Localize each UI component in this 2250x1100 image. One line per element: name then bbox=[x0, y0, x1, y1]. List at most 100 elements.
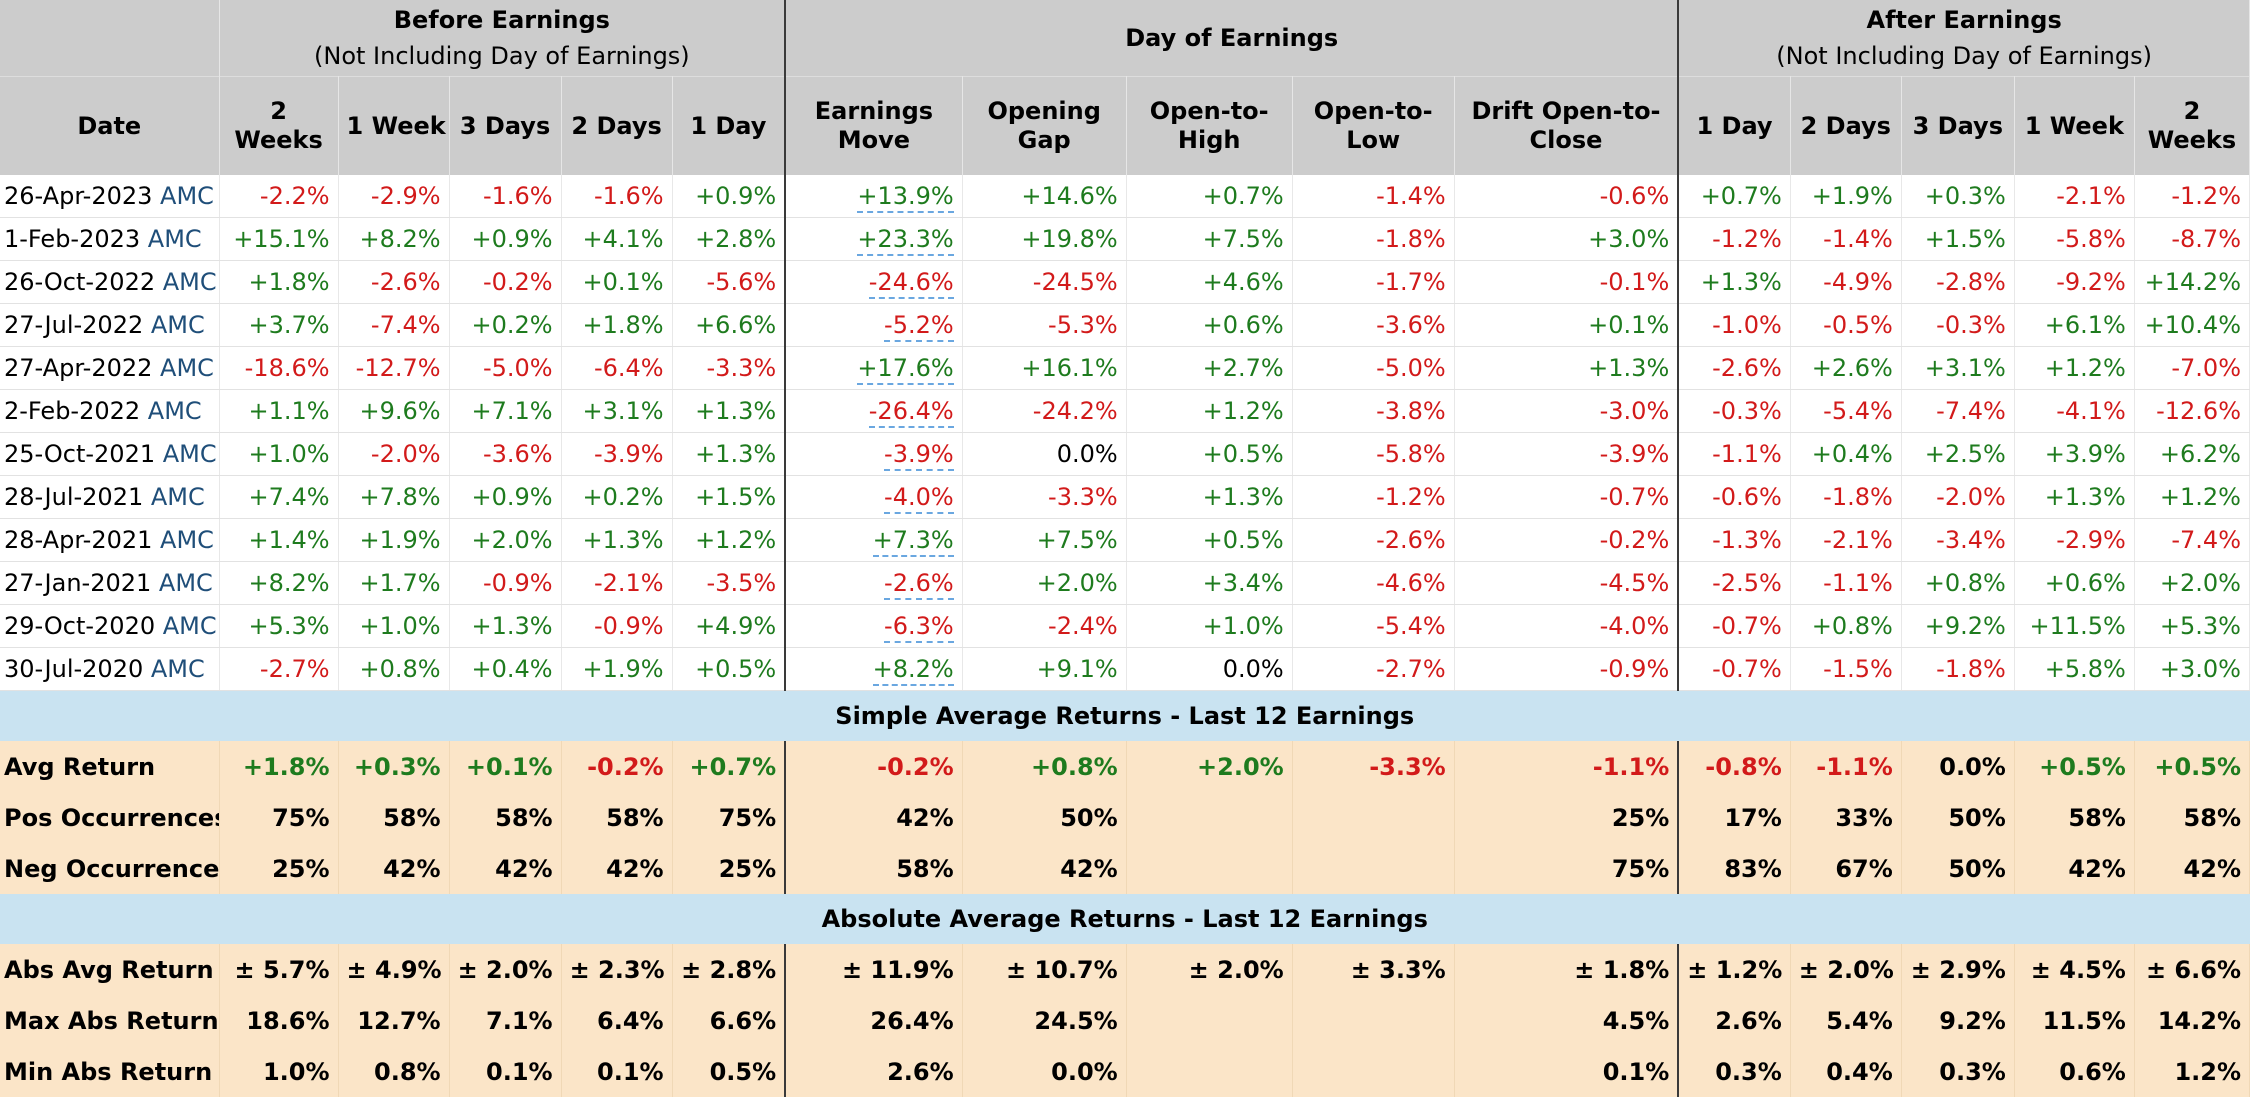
earnings-move-link[interactable]: +23.3% bbox=[857, 225, 954, 256]
return-cell: +0.4% bbox=[1790, 432, 1902, 476]
return-cell: -2.4% bbox=[962, 604, 1127, 648]
return-cell[interactable]: -24.6% bbox=[785, 260, 963, 304]
table-row: 25-Oct-2021 AMC +1.0% -2.0% -3.6% -3.9% +1.3%… bbox=[0, 432, 2250, 476]
summary-cell: 50% bbox=[962, 792, 1127, 843]
return-cell: +1.3% bbox=[1454, 346, 1680, 390]
column-header-after-2-weeks: 2 Weeks bbox=[2134, 76, 2250, 175]
earnings-move-link[interactable]: -26.4% bbox=[868, 397, 954, 428]
summary-cell: ± 6.6% bbox=[2134, 944, 2250, 995]
return-cell: +4.1% bbox=[561, 217, 673, 261]
return-cell: +8.2% bbox=[219, 561, 339, 605]
return-cell: -0.7% bbox=[1678, 647, 1791, 691]
earnings-move-link[interactable]: -24.6% bbox=[868, 268, 954, 299]
return-cell: -3.4% bbox=[1901, 518, 2015, 562]
return-cell: -8.7% bbox=[2134, 217, 2250, 261]
return-cell: -2.5% bbox=[1678, 561, 1791, 605]
timing-tag: AMC bbox=[155, 612, 217, 640]
earnings-move-link[interactable]: +13.9% bbox=[857, 182, 954, 213]
earnings-move-link[interactable]: -3.9% bbox=[884, 440, 954, 471]
return-cell: +2.8% bbox=[672, 217, 787, 261]
return-cell: +0.7% bbox=[1678, 175, 1791, 218]
return-cell: +1.0% bbox=[338, 604, 450, 648]
table-row: 1-Feb-2023 AMC +15.1% +8.2% +0.9% +4.1% +2.8%… bbox=[0, 217, 2250, 261]
date-cell: 28-Jul-2021 AMC bbox=[0, 475, 220, 519]
return-cell: +1.7% bbox=[338, 561, 450, 605]
summary-cell: +0.5% bbox=[2134, 741, 2250, 792]
return-cell: +1.1% bbox=[219, 389, 339, 433]
return-cell: +9.2% bbox=[1901, 604, 2015, 648]
return-cell: -2.1% bbox=[1790, 518, 1902, 562]
earnings-date: 1-Feb-2023 bbox=[4, 225, 141, 253]
return-cell: +1.2% bbox=[1126, 389, 1293, 433]
return-cell: -1.2% bbox=[2134, 175, 2250, 218]
group-header-day-of-earnings: Day of Earnings bbox=[785, 0, 1680, 77]
return-cell: +0.8% bbox=[1790, 604, 1902, 648]
return-cell: +0.9% bbox=[449, 217, 562, 261]
return-cell: -0.2% bbox=[449, 260, 562, 304]
return-cell: +3.4% bbox=[1126, 561, 1293, 605]
summary-row: Avg Return +1.8% +0.3% +0.1% -0.2% +0.7% -0.2%… bbox=[0, 741, 2250, 792]
return-cell[interactable]: +23.3% bbox=[785, 217, 963, 261]
earnings-date: 27-Apr-2022 bbox=[4, 354, 153, 382]
summary-cell bbox=[1126, 995, 1293, 1046]
return-cell: +0.1% bbox=[1454, 303, 1680, 347]
earnings-move-link[interactable]: +17.6% bbox=[857, 354, 954, 385]
return-cell[interactable]: +7.3% bbox=[785, 518, 963, 562]
return-cell: -0.7% bbox=[1454, 475, 1680, 519]
return-cell: -4.6% bbox=[1292, 561, 1455, 605]
return-cell: +14.6% bbox=[962, 175, 1127, 218]
return-cell[interactable]: -5.2% bbox=[785, 303, 963, 347]
return-cell: +0.1% bbox=[561, 260, 673, 304]
return-cell: -2.6% bbox=[338, 260, 450, 304]
summary-cell: 0.1% bbox=[561, 1046, 673, 1097]
return-cell: +9.6% bbox=[338, 389, 450, 433]
return-cell: +1.2% bbox=[2014, 346, 2135, 390]
summary-cell: 75% bbox=[1454, 843, 1680, 894]
summary-cell: ± 2.9% bbox=[1901, 944, 2015, 995]
summary-cell: ± 5.7% bbox=[219, 944, 339, 995]
return-cell: +16.1% bbox=[962, 346, 1127, 390]
earnings-move-link[interactable]: -2.6% bbox=[884, 569, 954, 600]
return-cell: -9.2% bbox=[2014, 260, 2135, 304]
group-before-subtitle: (Not Including Day of Earnings) bbox=[314, 42, 690, 70]
return-cell: +0.6% bbox=[1126, 303, 1293, 347]
timing-tag: AMC bbox=[152, 526, 214, 554]
summary-cell: 12.7% bbox=[338, 995, 450, 1046]
return-cell: -5.8% bbox=[1292, 432, 1455, 476]
earnings-move-link[interactable]: +8.2% bbox=[872, 655, 954, 686]
return-cell[interactable]: -4.0% bbox=[785, 475, 963, 519]
date-cell: 25-Oct-2021 AMC bbox=[0, 432, 220, 476]
return-cell: +7.4% bbox=[219, 475, 339, 519]
return-cell: -0.5% bbox=[1790, 303, 1902, 347]
return-cell: +15.1% bbox=[219, 217, 339, 261]
summary-cell: 67% bbox=[1790, 843, 1902, 894]
earnings-move-link[interactable]: -6.3% bbox=[884, 612, 954, 643]
table-row: 28-Jul-2021 AMC +7.4% +7.8% +0.9% +0.2% +1.5%… bbox=[0, 475, 2250, 519]
summary-cell: ± 1.2% bbox=[1678, 944, 1791, 995]
summary-cell: 0.0% bbox=[1901, 741, 2015, 792]
summary-cell: ± 2.0% bbox=[449, 944, 562, 995]
section-header-row: Absolute Average Returns - Last 12 Earni… bbox=[0, 894, 2250, 944]
summary-cell: 26.4% bbox=[785, 995, 963, 1046]
return-cell[interactable]: +8.2% bbox=[785, 647, 963, 691]
return-cell[interactable]: -3.9% bbox=[785, 432, 963, 476]
return-cell: -2.0% bbox=[338, 432, 450, 476]
earnings-move-link[interactable]: -4.0% bbox=[884, 483, 954, 514]
summary-cell: +0.1% bbox=[449, 741, 562, 792]
earnings-move-link[interactable]: -5.2% bbox=[884, 311, 954, 342]
summary-cell: -1.1% bbox=[1454, 741, 1680, 792]
column-header-opening-gap: Opening Gap bbox=[962, 76, 1127, 175]
return-cell[interactable]: -2.6% bbox=[785, 561, 963, 605]
summary-cell: -1.1% bbox=[1790, 741, 1902, 792]
return-cell[interactable]: +17.6% bbox=[785, 346, 963, 390]
return-cell: -0.9% bbox=[561, 604, 673, 648]
return-cell[interactable]: +13.9% bbox=[785, 175, 963, 218]
earnings-move-link[interactable]: +7.3% bbox=[872, 526, 954, 557]
return-cell[interactable]: -6.3% bbox=[785, 604, 963, 648]
return-cell[interactable]: -26.4% bbox=[785, 389, 963, 433]
return-cell: +2.7% bbox=[1126, 346, 1293, 390]
return-cell: +0.2% bbox=[561, 475, 673, 519]
summary-cell: ± 2.0% bbox=[1790, 944, 1902, 995]
summary-cell: ± 3.3% bbox=[1292, 944, 1455, 995]
return-cell: +1.4% bbox=[219, 518, 339, 562]
